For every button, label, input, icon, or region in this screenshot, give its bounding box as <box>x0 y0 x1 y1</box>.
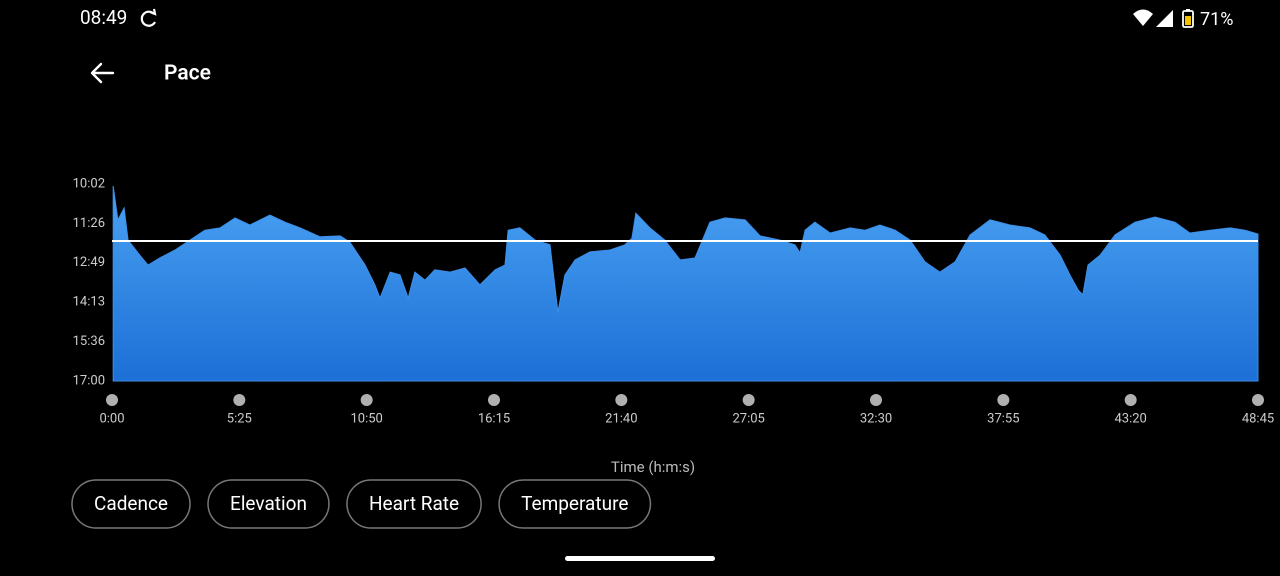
chip-label[interactable]: Temperature <box>521 492 628 515</box>
wifi-icon <box>1133 9 1153 26</box>
home-indicator <box>565 556 715 561</box>
chip[interactable] <box>346 479 482 529</box>
x-axis-title: Time (h:m:s) <box>611 458 695 476</box>
chip[interactable] <box>71 479 191 529</box>
y-tick-label: 12:49 <box>73 255 105 270</box>
x-tick-dot <box>360 394 373 406</box>
chip-label[interactable]: Cadence <box>94 492 168 515</box>
y-tick-label: 17:00 <box>73 373 105 388</box>
x-tick-label: 32:30 <box>860 411 892 426</box>
x-tick-dot <box>106 394 118 406</box>
chart: 10:02 11:26 12:49 14:13 15:36 17:00 0:00 5:25 10… <box>73 176 1275 426</box>
x-tick-label: 48:45 <box>1242 411 1274 426</box>
x-tick-label: 43:20 <box>1114 411 1146 426</box>
y-tick-label: 11:26 <box>73 216 105 231</box>
x-tick-dot <box>233 394 246 406</box>
x-tick-dot <box>1124 394 1137 406</box>
x-tick-dot <box>870 394 882 406</box>
y-tick-label: 15:36 <box>73 334 105 349</box>
x-tick-dot <box>615 394 628 406</box>
chip[interactable] <box>207 479 330 529</box>
chip[interactable] <box>498 479 652 529</box>
battery-icon <box>1182 9 1194 28</box>
chip-label[interactable]: Heart Rate <box>369 492 459 515</box>
x-tick-label: 0:00 <box>99 411 124 426</box>
x-tick-label: 27:05 <box>732 411 764 426</box>
sync-icon <box>140 8 157 27</box>
x-tick-label: 21:40 <box>605 411 637 426</box>
x-tick-label: 10:50 <box>350 411 382 426</box>
x-tick-dot <box>1252 394 1264 406</box>
x-tick-dot <box>742 394 755 406</box>
x-tick-label: 16:15 <box>478 411 510 426</box>
status-time: 08:49 <box>80 6 127 29</box>
pace-area <box>112 185 1259 382</box>
back-button[interactable] <box>90 62 115 84</box>
y-tick-label: 10:02 <box>73 176 105 191</box>
chip-row: Cadence Elevation Heart Rate Temperature <box>71 479 652 529</box>
chip-label[interactable]: Elevation <box>230 492 307 515</box>
battery-level: 71% <box>1200 9 1233 30</box>
x-tick-label: 5:25 <box>227 411 252 426</box>
x-tick-dot <box>488 394 500 406</box>
page-title: Pace <box>164 62 211 86</box>
x-tick-dot <box>997 394 1010 406</box>
signal-icon <box>1156 10 1173 27</box>
y-tick-label: 14:13 <box>73 295 105 310</box>
x-tick-label: 37:55 <box>987 411 1019 426</box>
